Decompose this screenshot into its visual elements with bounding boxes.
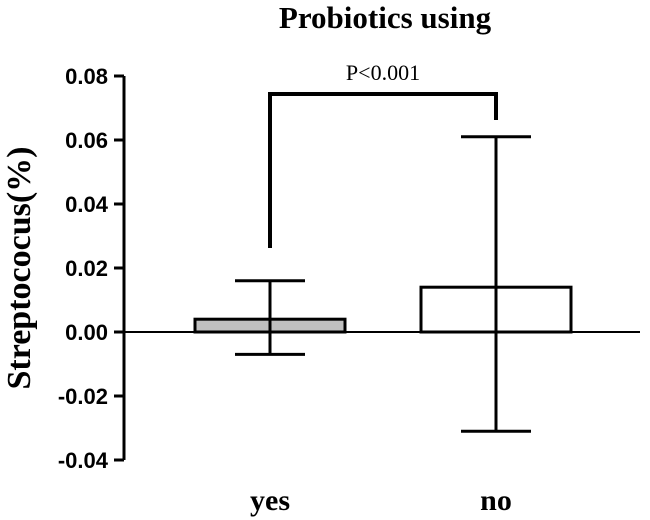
y-tick-label: 0.06 (65, 128, 108, 153)
y-tick-label: -0.02 (58, 384, 108, 409)
y-tick-label: 0.04 (65, 192, 109, 217)
significance-bracket: P<0.001 (268, 60, 498, 248)
significance-bracket-line (268, 92, 498, 248)
x-tick-label-no: no (480, 484, 512, 517)
y-axis: 0.08 0.06 0.04 0.02 0.00 -0.02 -0.04 (58, 64, 640, 473)
y-tick-label: 0.00 (65, 320, 108, 345)
y-tick-label: 0.08 (65, 64, 108, 89)
error-bars (235, 135, 531, 433)
x-tick-label-yes: yes (250, 484, 290, 517)
chart-title: Probiotics using (279, 0, 492, 35)
y-axis-label: Streptococus(%) (1, 147, 38, 390)
p-value-label: P<0.001 (346, 60, 420, 85)
y-tick-label: 0.02 (65, 256, 108, 281)
y-tick-label: -0.04 (58, 448, 109, 473)
bars: yes no (193, 285, 573, 517)
